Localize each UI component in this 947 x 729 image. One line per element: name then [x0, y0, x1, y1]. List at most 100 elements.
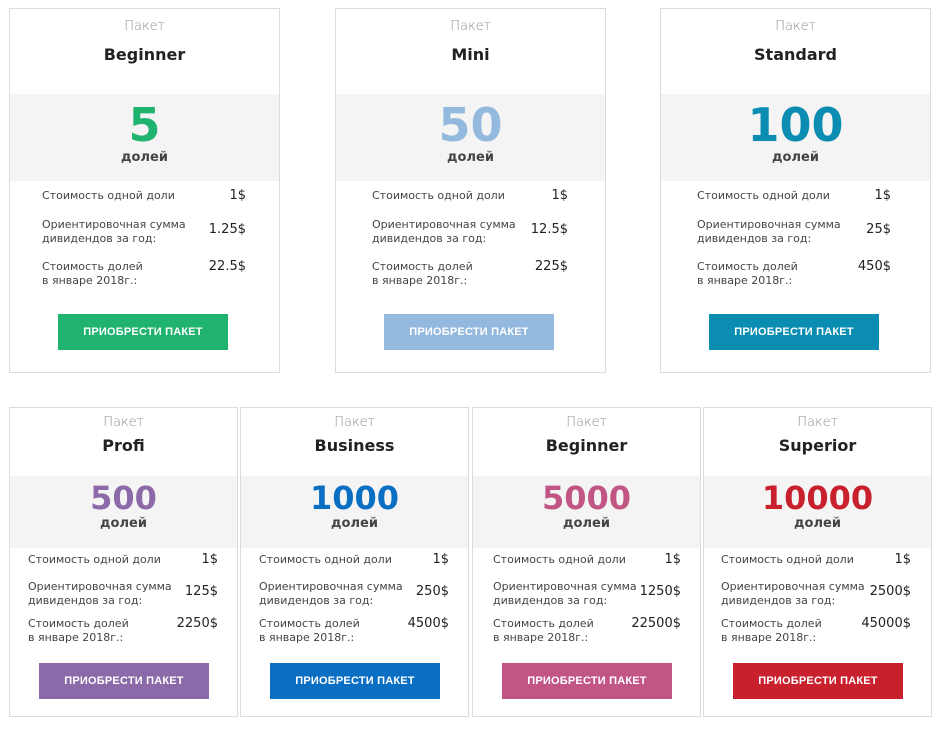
- package-card: Пакет Beginner 5000 долей Стоимость одно…: [472, 407, 701, 717]
- jan-value-label-line1: Стоимость долей: [372, 260, 473, 273]
- package-share-count: 1000: [309, 479, 400, 517]
- jan-value-label: Стоимость долей в январе 2018г.:: [28, 617, 129, 645]
- package-kicker: Пакет: [334, 415, 375, 430]
- package-name: Beginner: [103, 45, 186, 64]
- package-card: Пакет Standard 100 долей Стоимость одной…: [660, 8, 931, 373]
- package-share-band: 50 долей: [336, 94, 605, 181]
- dividends-label: Ориентировочная сумма дивидендов за год:: [721, 580, 865, 608]
- share-price-label: Стоимость одной доли: [493, 553, 626, 566]
- dividends-label: Ориентировочная сумма дивидендов за год:: [28, 580, 172, 608]
- jan-value-label: Стоимость долей в январе 2018г.:: [721, 617, 822, 645]
- jan-value-value: 450$: [857, 259, 891, 274]
- jan-value-label-line1: Стоимость долей: [28, 617, 129, 630]
- dividends-label-line2: дивидендов за год:: [28, 594, 143, 607]
- package-kicker: Пакет: [775, 19, 816, 34]
- share-price-label: Стоимость одной доли: [42, 189, 175, 202]
- package-details: Стоимость одной доли 1$ Ориентировочная …: [372, 9, 568, 374]
- package-share-count: 500: [90, 479, 157, 517]
- buy-package-button[interactable]: ПРИОБРЕСТИ ПАКЕТ: [733, 663, 903, 699]
- package-details: Стоимость одной доли 1$ Ориентировочная …: [28, 408, 218, 718]
- jan-value-label-line2: в январе 2018г.:: [697, 274, 793, 287]
- buy-package-button[interactable]: ПРИОБРЕСТИ ПАКЕТ: [58, 314, 228, 350]
- package-kicker: Пакет: [103, 415, 144, 430]
- share-price-value: 1$: [664, 552, 681, 567]
- jan-value-label-line1: Стоимость долей: [259, 617, 360, 630]
- package-name: Mini: [451, 45, 490, 64]
- dividends-label-line1: Ориентировочная сумма: [721, 580, 865, 593]
- buy-package-button[interactable]: ПРИОБРЕСТИ ПАКЕТ: [39, 663, 209, 699]
- jan-value-value: 45000$: [861, 616, 911, 631]
- package-name: Profi: [102, 436, 145, 455]
- package-details: Стоимость одной доли 1$ Ориентировочная …: [259, 408, 449, 718]
- package-share-count: 5000: [541, 479, 632, 517]
- dividends-label-line2: дивидендов за год:: [721, 594, 836, 607]
- package-card: Пакет Beginner 5 долей Стоимость одной д…: [9, 8, 280, 373]
- package-card: Пакет Mini 50 долей Стоимость одной доли…: [335, 8, 606, 373]
- buy-package-button[interactable]: ПРИОБРЕСТИ ПАКЕТ: [270, 663, 440, 699]
- package-name: Superior: [778, 436, 857, 455]
- package-share-band: 5000 долей: [473, 476, 700, 548]
- dividends-label-line2: дивидендов за год:: [697, 232, 812, 245]
- package-share-band: 5 долей: [10, 94, 279, 181]
- jan-value-label: Стоимость долей в январе 2018г.:: [372, 260, 473, 288]
- package-share-band: 1000 долей: [241, 476, 468, 548]
- jan-value-value: 225$: [534, 259, 568, 274]
- jan-value-label-line2: в январе 2018г.:: [493, 631, 589, 644]
- package-details: Стоимость одной доли 1$ Ориентировочная …: [697, 9, 891, 374]
- package-details: Стоимость одной доли 1$ Ориентировочная …: [42, 9, 246, 374]
- jan-value-label-line2: в январе 2018г.:: [42, 274, 138, 287]
- share-price-value: 1$: [201, 552, 218, 567]
- package-share-count: 50: [438, 98, 503, 152]
- jan-value-label: Стоимость долей в январе 2018г.:: [493, 617, 594, 645]
- package-share-band: 10000 долей: [704, 476, 931, 548]
- package-card: Пакет Profi 500 долей Стоимость одной до…: [9, 407, 238, 717]
- package-share-count: 100: [747, 98, 844, 152]
- dividends-value: 250$: [415, 584, 449, 599]
- jan-value-label-line2: в январе 2018г.:: [721, 631, 817, 644]
- share-price-label: Стоимость одной доли: [28, 553, 161, 566]
- package-kicker: Пакет: [124, 19, 165, 34]
- package-share-count: 10000: [761, 479, 874, 517]
- jan-value-label: Стоимость долей в январе 2018г.:: [259, 617, 360, 645]
- package-card: Пакет Superior 10000 долей Стоимость одн…: [703, 407, 932, 717]
- buy-package-button[interactable]: ПРИОБРЕСТИ ПАКЕТ: [502, 663, 672, 699]
- dividends-label-line2: дивидендов за год:: [259, 594, 374, 607]
- jan-value-value: 22.5$: [208, 259, 246, 274]
- share-price-value: 1$: [894, 552, 911, 567]
- jan-value-value: 4500$: [407, 616, 449, 631]
- dividends-label-line1: Ориентировочная сумма: [697, 218, 841, 231]
- package-kicker: Пакет: [566, 415, 607, 430]
- share-price-value: 1$: [432, 552, 449, 567]
- jan-value-label: Стоимость долей в январе 2018г.:: [697, 260, 798, 288]
- package-share-unit: долей: [563, 516, 610, 531]
- share-price-value: 1$: [551, 188, 568, 203]
- package-kicker: Пакет: [450, 19, 491, 34]
- dividends-label-line1: Ориентировочная сумма: [42, 218, 186, 231]
- dividends-label-line1: Ориентировочная сумма: [493, 580, 637, 593]
- package-share-unit: долей: [794, 516, 841, 531]
- package-details: Стоимость одной доли 1$ Ориентировочная …: [493, 408, 681, 718]
- dividends-value: 1.25$: [208, 222, 246, 237]
- jan-value-value: 22500$: [631, 616, 681, 631]
- dividends-label-line1: Ориентировочная сумма: [259, 580, 403, 593]
- dividends-label: Ориентировочная сумма дивидендов за год:: [493, 580, 637, 608]
- jan-value-label-line1: Стоимость долей: [493, 617, 594, 630]
- dividends-label: Ориентировочная сумма дивидендов за год:: [259, 580, 403, 608]
- share-price-label: Стоимость одной доли: [372, 189, 505, 202]
- package-name: Standard: [754, 45, 837, 64]
- dividends-value: 1250$: [639, 584, 681, 599]
- buy-package-button[interactable]: ПРИОБРЕСТИ ПАКЕТ: [709, 314, 879, 350]
- dividends-label-line2: дивидендов за год:: [493, 594, 608, 607]
- dividends-label-line1: Ориентировочная сумма: [28, 580, 172, 593]
- package-share-band: 100 долей: [661, 94, 930, 181]
- package-name: Business: [314, 436, 395, 455]
- package-details: Стоимость одной доли 1$ Ориентировочная …: [721, 408, 911, 718]
- jan-value-label-line2: в январе 2018г.:: [28, 631, 124, 644]
- jan-value-value: 2250$: [176, 616, 218, 631]
- buy-package-button[interactable]: ПРИОБРЕСТИ ПАКЕТ: [384, 314, 554, 350]
- jan-value-label-line2: в январе 2018г.:: [372, 274, 468, 287]
- jan-value-label-line1: Стоимость долей: [697, 260, 798, 273]
- share-price-value: 1$: [874, 188, 891, 203]
- package-share-band: 500 долей: [10, 476, 237, 548]
- share-price-value: 1$: [229, 188, 246, 203]
